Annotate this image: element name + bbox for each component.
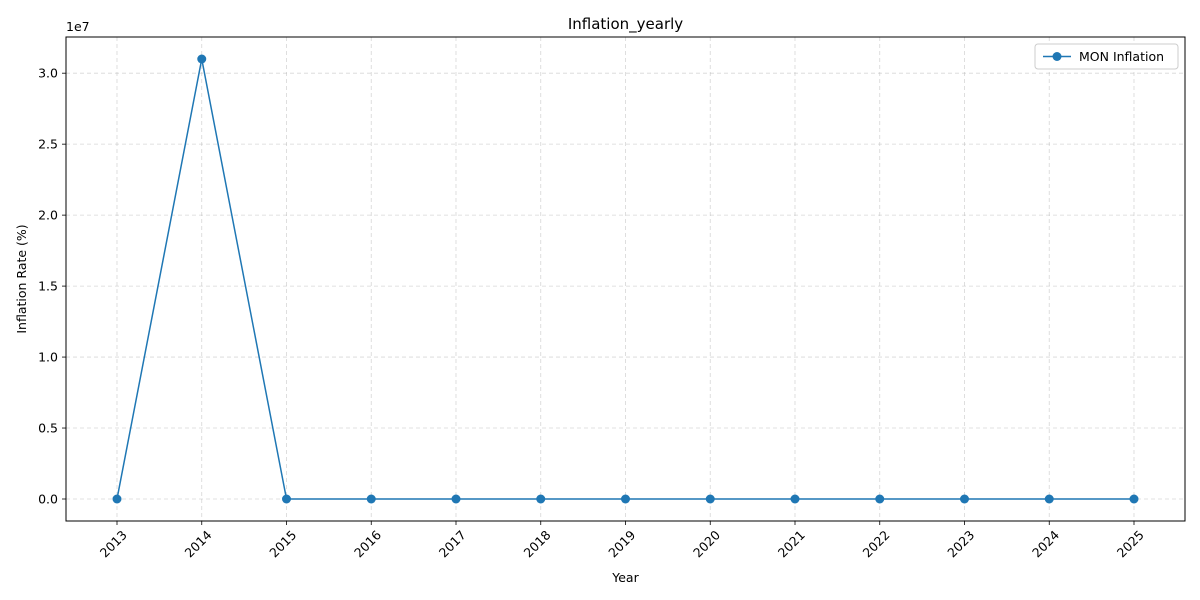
y-axis: 0.0 0.5 1.0 1.5 2.0 2.5 3.0 [38, 66, 66, 507]
y-tick-label: 2.5 [38, 137, 58, 152]
data-point [282, 494, 291, 504]
y-tick-label: 1.0 [38, 350, 58, 365]
y-tick-label: 0.5 [38, 421, 58, 436]
data-point [112, 494, 122, 504]
y-axis-label: Inflation Rate (%) [14, 224, 29, 333]
data-point [451, 494, 461, 504]
data-point [875, 494, 885, 504]
data-point [536, 494, 546, 504]
data-point [1129, 494, 1139, 504]
y-offset-label: 1e7 [66, 19, 90, 34]
legend: MON Inflation [1034, 43, 1179, 70]
data-point [621, 494, 630, 504]
y-tick-label: 0.0 [38, 492, 58, 507]
legend-entry-label: MON Inflation [1079, 49, 1164, 64]
data-point [960, 494, 969, 504]
y-tick-label: 1.5 [38, 279, 58, 294]
data-point [197, 54, 207, 64]
data-point [1044, 494, 1054, 504]
data-point [790, 494, 800, 504]
chart-title: Inflation_yearly [568, 15, 683, 34]
legend-box [1034, 43, 1179, 70]
y-tick-label: 3.0 [38, 66, 58, 81]
series-layer [112, 54, 1139, 504]
y-tick-label: 2.0 [38, 208, 58, 223]
x-axis-label: Year [611, 570, 639, 585]
data-point [705, 494, 715, 504]
legend-marker-swatch [1052, 52, 1062, 61]
data-point [366, 494, 376, 504]
